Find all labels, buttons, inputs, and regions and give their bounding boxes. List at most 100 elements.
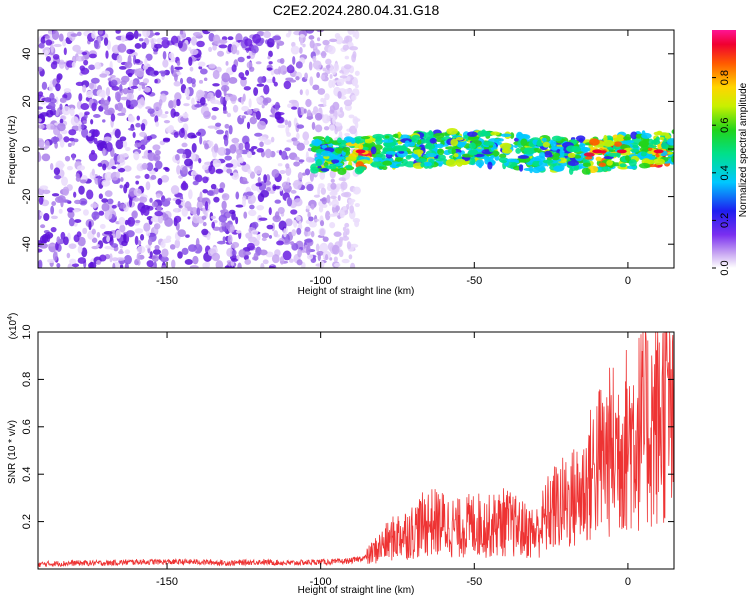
noise-blob: [184, 158, 194, 167]
snr-frame: [37, 331, 675, 570]
noise-blob: [331, 78, 336, 88]
noise-blob: [332, 212, 340, 217]
noise-blob: [218, 214, 228, 223]
signal-blob: [633, 145, 639, 149]
signal-blob: [490, 154, 495, 159]
noise-blob: [341, 258, 350, 264]
noise-blob: [184, 87, 190, 97]
noise-blob: [259, 249, 268, 256]
noise-blob: [66, 252, 71, 259]
noise-blob: [220, 96, 224, 105]
noise-blob: [104, 171, 113, 181]
signal-blob: [342, 146, 351, 153]
noise-blob: [225, 163, 234, 168]
signal-blob: [666, 151, 673, 155]
signal-blob: [429, 137, 437, 144]
noise-blob: [105, 50, 109, 59]
noise-blob: [153, 101, 162, 111]
noise-blob: [43, 212, 50, 222]
noise-blob: [91, 168, 95, 176]
snr-x-tick-label: -100: [310, 576, 332, 588]
noise-blob: [212, 69, 220, 80]
noise-blob: [262, 259, 269, 265]
noise-blob: [354, 70, 360, 76]
noise-blob: [141, 42, 147, 49]
noise-blob: [144, 173, 150, 180]
noise-blob: [259, 141, 264, 148]
signal-blob: [648, 138, 654, 147]
signal-blob: [559, 148, 565, 157]
signal-blob: [355, 166, 367, 171]
signal-blob: [345, 137, 352, 143]
noise-blob: [290, 241, 295, 246]
noise-blob: [330, 178, 335, 183]
noise-blob: [328, 79, 334, 89]
snr-y-label: SNR (10 * v/v): [7, 420, 18, 484]
signal-blob: [320, 150, 332, 157]
noise-blob: [252, 256, 259, 261]
noise-blob: [287, 103, 293, 109]
noise-blob: [147, 238, 153, 246]
signal-blob: [381, 165, 388, 170]
noise-blob: [312, 84, 320, 91]
signal-blob: [420, 162, 425, 168]
noise-blob: [215, 89, 222, 99]
noise-blob: [136, 245, 146, 254]
noise-blob: [308, 35, 315, 40]
snr-y-tick-label: 0.6: [21, 419, 33, 434]
noise-blob: [145, 244, 152, 249]
noise-blob: [340, 181, 348, 191]
noise-blob: [292, 55, 296, 65]
signal-blob: [667, 138, 674, 146]
noise-blob: [91, 102, 97, 112]
signal-blob: [337, 167, 347, 176]
noise-blob: [41, 81, 48, 90]
noise-blob: [302, 43, 306, 48]
noise-blob: [222, 110, 228, 115]
noise-blob: [139, 97, 145, 106]
noise-blob: [59, 138, 65, 148]
spectrogram-x-tick-label: -50: [466, 275, 482, 287]
noise-blob: [218, 39, 228, 44]
snr-scale-exponent: 4: [7, 316, 14, 320]
noise-blob: [224, 123, 230, 129]
noise-blob: [348, 114, 355, 119]
noise-blob: [181, 180, 187, 190]
noise-blob: [321, 203, 328, 208]
noise-blob: [102, 119, 106, 123]
snr-y-tick-label: 0.8: [21, 372, 33, 387]
noise-blob: [76, 165, 86, 171]
noise-blob: [227, 36, 234, 41]
noise-blob: [38, 106, 44, 110]
noise-blob: [143, 222, 151, 232]
noise-blob: [210, 99, 220, 105]
noise-blob: [192, 180, 199, 186]
noise-blob: [197, 61, 206, 67]
noise-blob: [202, 189, 208, 194]
noise-blob: [115, 139, 124, 150]
colorbar-gradient: [712, 30, 736, 268]
noise-blob: [82, 227, 88, 235]
noise-blob: [331, 68, 337, 76]
noise-blob: [120, 34, 126, 43]
noise-blob: [343, 99, 353, 107]
noise-blob: [114, 128, 121, 139]
signal-blob: [532, 160, 539, 167]
noise-blob: [194, 174, 203, 183]
noise-blob: [85, 134, 95, 142]
noise-blob: [133, 30, 139, 39]
noise-blob: [304, 238, 313, 243]
noise-blob: [182, 166, 188, 175]
noise-blob: [101, 179, 111, 187]
noise-blob: [274, 101, 280, 111]
noise-blob: [127, 72, 133, 78]
noise-blob: [67, 263, 73, 268]
noise-blob: [157, 214, 164, 224]
noise-blob: [178, 128, 185, 138]
noise-blob: [283, 80, 292, 90]
noise-blob: [298, 220, 302, 229]
noise-blob: [245, 232, 253, 239]
noise-blob: [98, 193, 103, 200]
noise-blob: [303, 139, 310, 146]
noise-blob: [40, 36, 46, 44]
